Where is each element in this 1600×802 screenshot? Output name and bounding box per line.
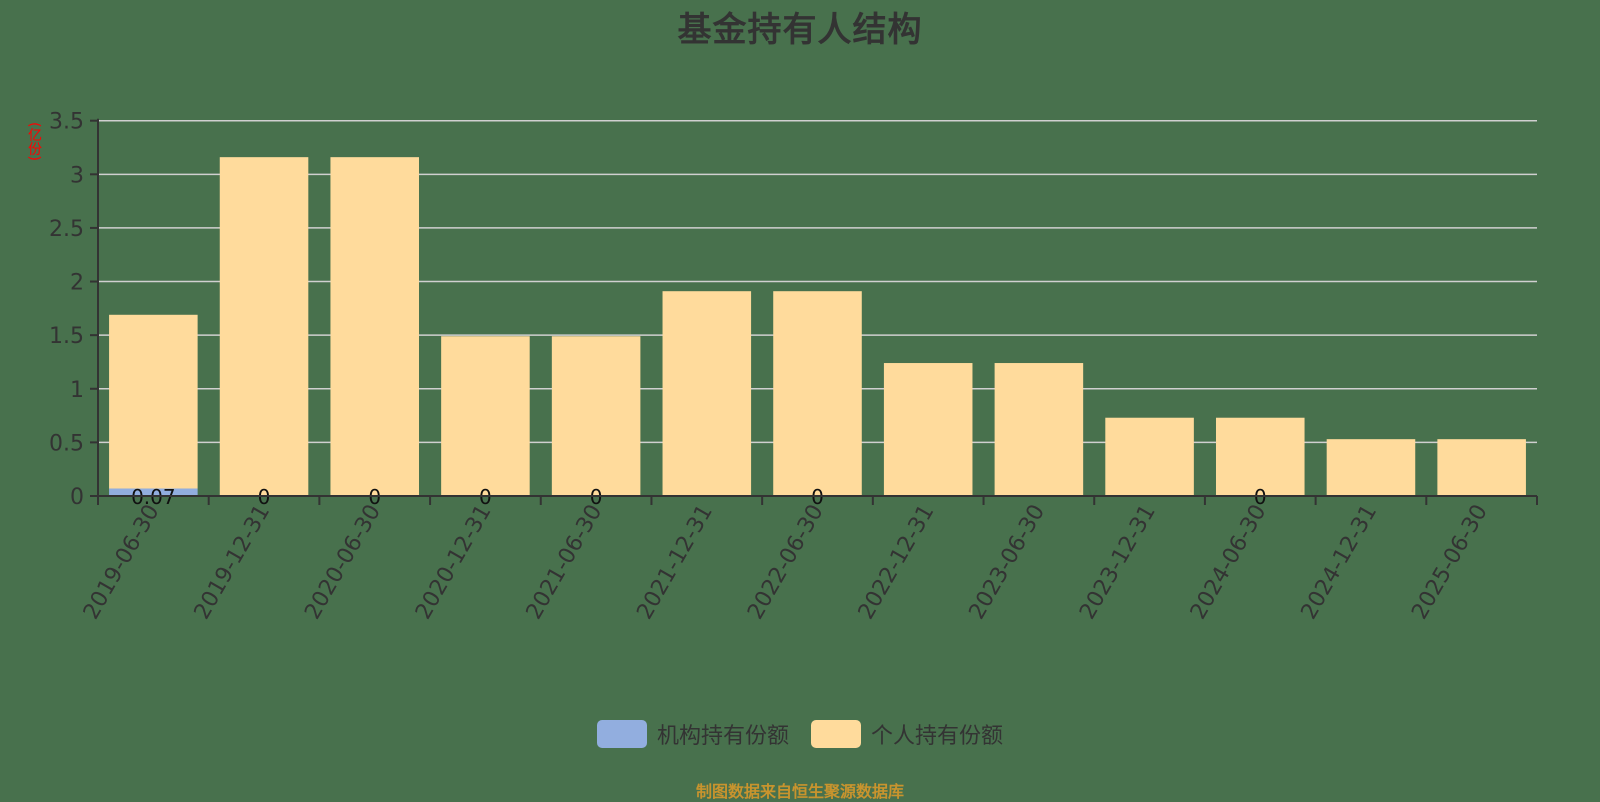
x-tick-label: 2025-06-30 xyxy=(1407,501,1493,624)
chart-title: 基金持有人结构 xyxy=(677,10,923,50)
bar-chart: 00.511.522.533.50.070000002019-06-302019… xyxy=(49,110,1538,624)
y-axis-unit-label: (亿份) xyxy=(26,122,42,161)
bar-individual xyxy=(662,291,752,496)
data-source-footer: 制图数据来自恒生聚源数据库 xyxy=(695,782,904,801)
bar-individual xyxy=(330,157,420,496)
bar-individual xyxy=(219,157,309,496)
legend-item-institutional[interactable]: 机构持有份额 xyxy=(596,718,789,750)
x-tick-label: 2019-06-30 xyxy=(79,501,165,624)
x-tick-label: 2023-06-30 xyxy=(965,501,1051,624)
bar-individual xyxy=(551,336,641,496)
y-tick-label: 0.5 xyxy=(49,431,84,456)
x-tick-label: 2024-12-31 xyxy=(1297,501,1383,624)
y-tick-label: 2.5 xyxy=(49,217,84,242)
bar-individual xyxy=(1105,417,1194,496)
y-tick-label: 1.5 xyxy=(49,324,84,349)
legend-label-individual: 个人持有份额 xyxy=(871,724,1004,749)
legend-swatch-institutional xyxy=(596,720,647,748)
x-tick-label: 2020-06-30 xyxy=(300,501,386,624)
x-tick-label: 2024-06-30 xyxy=(1186,501,1272,624)
bar-individual xyxy=(773,291,862,496)
bar-individual xyxy=(1437,439,1526,496)
y-tick-label: 3.5 xyxy=(49,110,84,135)
bar-individual xyxy=(441,336,530,496)
x-tick-label: 2022-12-31 xyxy=(854,501,940,624)
x-tick-label: 2022-06-30 xyxy=(743,501,829,624)
x-tick-label: 2023-12-31 xyxy=(1075,501,1161,624)
bar-individual xyxy=(109,314,198,489)
x-tick-label: 2019-12-31 xyxy=(190,501,276,624)
bar-individual xyxy=(994,363,1084,496)
bar-individual xyxy=(1215,417,1305,496)
legend: 机构持有份额 个人持有份额 xyxy=(0,718,1600,750)
y-tick-label: 0 xyxy=(70,485,84,510)
bar-institutional xyxy=(109,488,198,496)
legend-item-individual[interactable]: 个人持有份额 xyxy=(811,718,1003,750)
x-tick-label: 2021-06-30 xyxy=(522,501,608,624)
y-tick-label: 2 xyxy=(70,271,84,296)
legend-label-institutional: 机构持有份额 xyxy=(656,724,789,749)
x-tick-label: 2020-12-31 xyxy=(411,501,497,624)
x-tick-label: 2021-12-31 xyxy=(632,501,718,624)
legend-swatch-individual xyxy=(811,720,861,748)
bar-individual xyxy=(883,363,973,496)
y-tick-label: 3 xyxy=(70,163,84,188)
bar-individual xyxy=(1326,439,1416,496)
y-tick-label: 1 xyxy=(70,378,84,403)
